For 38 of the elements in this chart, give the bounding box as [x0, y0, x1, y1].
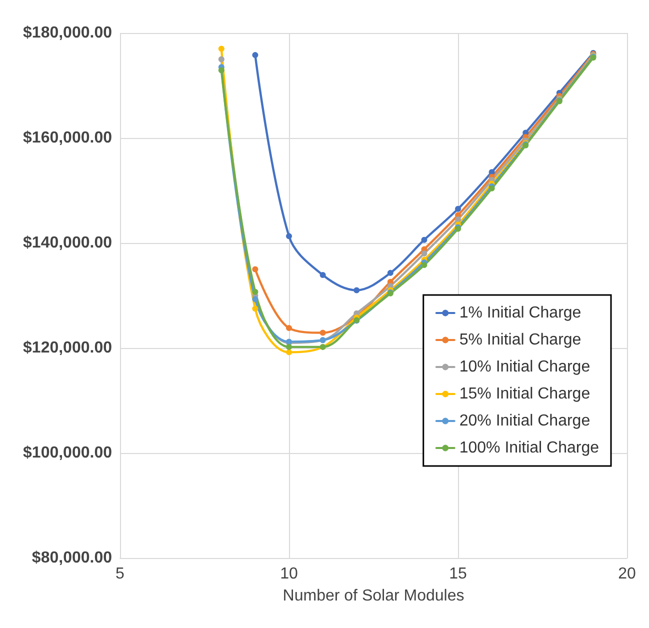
point: [252, 296, 258, 302]
point: [218, 67, 224, 74]
x-tick-label: 15: [449, 566, 467, 582]
y-tick-label: $140,000.00: [23, 234, 112, 252]
x-axis-title: Number of Solar Modules: [282, 588, 464, 604]
point: [354, 287, 360, 294]
legend-label: 5% Initial Charge: [459, 332, 582, 348]
legend-label: 15% Initial Charge: [459, 386, 590, 402]
point: [286, 349, 292, 356]
y-tick-label: $120,000.00: [23, 340, 112, 356]
y-tick-label: $180,000.00: [23, 24, 112, 42]
point: [252, 52, 258, 58]
point: [455, 216, 461, 222]
point: [218, 56, 224, 62]
point: [252, 266, 258, 272]
point: [218, 46, 224, 52]
x-tick-label: 5: [116, 566, 125, 582]
point: [455, 206, 461, 212]
point: [252, 306, 258, 312]
point: [252, 288, 258, 295]
point: [286, 344, 292, 350]
x-tick-label: 10: [280, 566, 298, 582]
point: [421, 250, 428, 256]
point: [320, 272, 326, 278]
x-tick-label: 20: [618, 566, 636, 582]
y-tick-label: $160,000.00: [23, 130, 112, 146]
point: [421, 262, 428, 268]
point: [387, 270, 394, 276]
point: [286, 233, 292, 240]
y-tick-label: $80,000.00: [32, 550, 112, 566]
point: [421, 236, 428, 243]
legend-label: 10% Initial Charge: [459, 358, 590, 376]
legend-label: 1% Initial Charge: [459, 304, 582, 322]
y-tick-label: $100,000.00: [23, 444, 112, 462]
point: [286, 325, 292, 332]
legend-label: 20% Initial Charge: [459, 412, 590, 430]
legend-label: 100% Initial Charge: [459, 440, 600, 456]
point: [320, 330, 326, 336]
